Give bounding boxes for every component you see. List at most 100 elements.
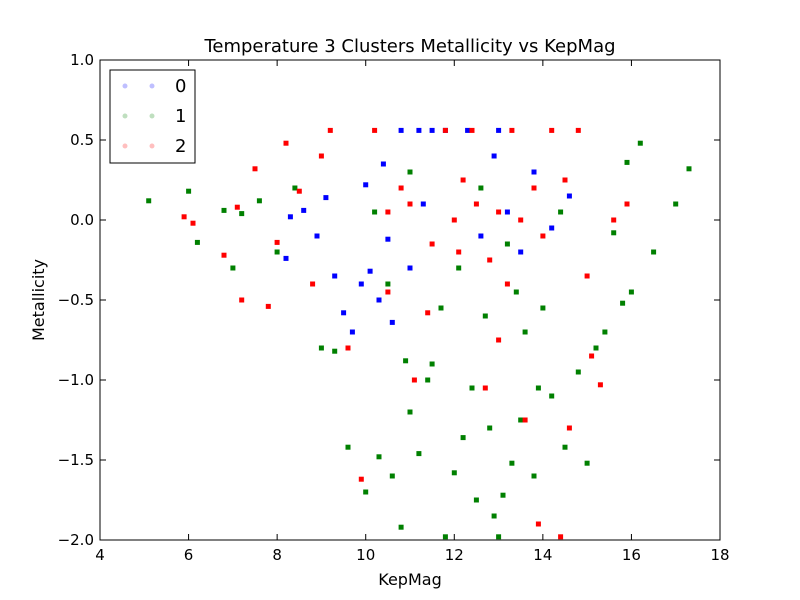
series-1-point [385,281,391,287]
y-tick-label: −0.5 [58,291,94,309]
legend-label-0: 0 [175,76,186,97]
legend-marker-1 [149,113,155,119]
series-2-point [535,521,541,527]
series-2-point [327,127,333,133]
series-0-point [531,169,537,175]
series-1-point [522,329,528,335]
series-1-point [549,393,555,399]
series-1-point [584,460,590,466]
series-1-point [562,444,568,450]
series-2-point [234,204,240,210]
series-1-point [332,348,338,354]
legend: 0 1 2 [109,69,196,164]
legend-marker-2 [149,143,155,149]
series-2-point [469,127,475,133]
y-tick-label: 0.0 [70,211,94,229]
series-1-point [407,409,413,415]
series-2-point [310,281,316,287]
series-0-point [465,127,471,133]
y-tick-label: −2.0 [58,531,94,549]
series-0-point [349,329,355,335]
series-1-point [389,473,395,479]
series-2-point [358,476,364,482]
series-2-point [482,385,488,391]
series-1-point [500,492,506,498]
series-0-point [416,127,422,133]
series-2-point [385,289,391,295]
series-2-point [566,425,572,431]
series-0-point [283,255,289,261]
series-1-point [540,305,546,311]
series-1-point [673,201,679,207]
series-2-point [442,127,448,133]
series-1-point [146,198,152,204]
series-0-point [407,265,413,271]
legend-marker-1 [122,113,128,119]
series-1-point [478,185,484,191]
x-tick-label: 16 [622,546,641,564]
y-tick-label: 1.0 [70,51,94,69]
series-2-point [504,281,510,287]
series-2-point [425,310,431,316]
series-2-point [487,257,493,263]
series-1-point [230,265,236,271]
series-2-point [296,188,302,194]
series-1-point [531,473,537,479]
legend-marker-2 [122,143,128,149]
series-2-point [460,177,466,183]
series-2-point [531,185,537,191]
series-2-point [265,303,271,309]
series-0-point [566,193,572,199]
series-2-point [522,417,528,423]
series-2-point [274,239,280,245]
series-2-point [562,177,568,183]
series-1-point [372,209,378,215]
x-axis-title: KepMag [378,570,441,589]
legend-box [109,69,196,164]
series-1-point [593,345,599,351]
series-2-point [407,201,413,207]
series-1-point [256,198,262,204]
series-0-point [376,297,382,303]
series-2-point [589,353,595,359]
points-layer [146,127,692,540]
series-0-point [429,127,435,133]
series-1-point [637,140,643,146]
series-0-point [323,195,329,201]
series-2-point [473,201,479,207]
series-1-point [460,435,466,441]
series-2-point [496,337,502,343]
series-1-point [473,497,479,503]
series-2-point [221,252,227,258]
series-2-point [509,127,515,133]
series-2-point [252,166,258,172]
series-2-point [318,153,324,159]
series-1-point [274,249,280,255]
series-1-point [482,313,488,319]
series-2-point [584,273,590,279]
series-1-point [518,417,524,423]
series-1-point [376,454,382,460]
series-1-point [558,209,564,215]
series-1-point [535,385,541,391]
series-2-point [190,220,196,226]
series-0-point [301,207,307,213]
series-1-point [318,345,324,351]
x-tick-label: 18 [710,546,729,564]
series-2-point [239,297,245,303]
series-2-point [456,249,462,255]
series-0-point [478,233,484,239]
series-1-point [194,239,200,245]
series-1-point [513,289,519,295]
series-1-point [442,534,448,540]
series-2-point [283,140,289,146]
chart-title: Temperature 3 Clusters Metallicity vs Ke… [203,36,615,57]
x-tick-label: 10 [356,546,375,564]
series-1-point [487,425,493,431]
series-1-point [624,159,630,165]
series-0-point [385,236,391,242]
series-0-point [380,161,386,167]
series-2-point [451,217,457,223]
